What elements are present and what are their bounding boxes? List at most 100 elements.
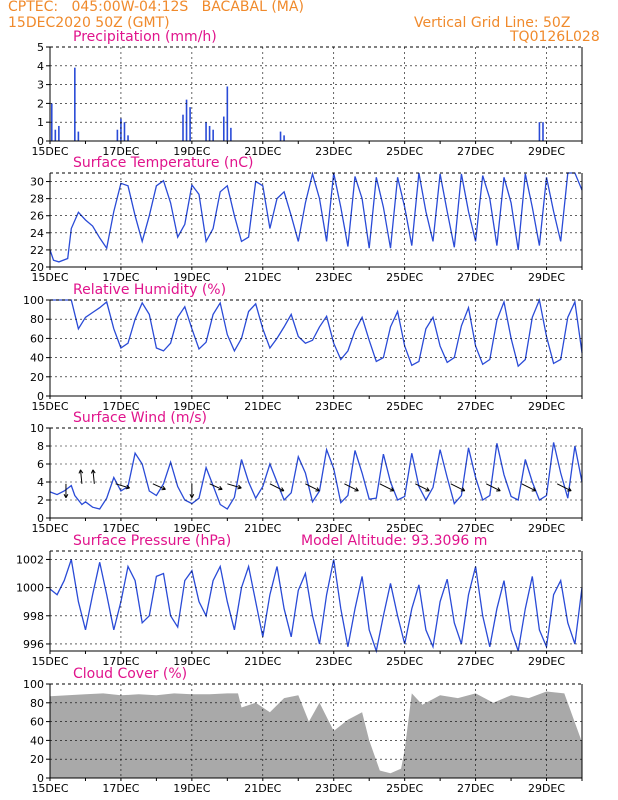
precip-bar — [54, 129, 57, 141]
wind-arrowhead — [496, 487, 501, 492]
y-tick-label: 30 — [30, 176, 44, 189]
wind-arrowhead — [78, 469, 84, 474]
header-run-id: TQ0126L028 — [510, 29, 600, 45]
y-tick-label: 0 — [37, 390, 44, 403]
precip-bar — [538, 122, 541, 141]
y-tick-label: 100 — [23, 678, 44, 691]
precip-bar — [182, 114, 184, 141]
x-tick-label: 25DEC — [386, 271, 423, 284]
wind-arrowhead — [161, 485, 166, 491]
wind-arrowhead — [218, 485, 223, 491]
x-tick-label: 15DEC — [31, 400, 68, 413]
x-tick-label: 25DEC — [386, 145, 423, 158]
x-tick-label: 17DEC — [102, 522, 139, 535]
header-location: CPTEC: 045:00W-04:12S BACABAL (MA) — [8, 0, 304, 15]
precip-bar — [74, 67, 76, 141]
x-tick-label: 23DEC — [315, 522, 352, 535]
wind-arrowhead — [425, 487, 430, 492]
x-tick-label: 29DEC — [528, 145, 565, 158]
model-altitude-label: Model Altitude: 93.3096 m — [301, 533, 487, 549]
wind-arrowhead — [63, 494, 69, 499]
x-tick-label: 19DEC — [173, 782, 210, 795]
panel-title: Surface Pressure (hPa) — [73, 533, 231, 549]
y-tick-label: 5 — [37, 41, 44, 54]
y-tick-label: 80 — [30, 697, 44, 710]
x-tick-label: 21DEC — [244, 145, 281, 158]
y-tick-label: 20 — [30, 371, 44, 384]
x-tick-label: 29DEC — [528, 522, 565, 535]
y-tick-label: 1000 — [16, 582, 44, 595]
wind-arrowhead — [354, 487, 359, 492]
x-tick-label: 17DEC — [102, 782, 139, 795]
precip-bar — [185, 99, 188, 141]
precip-bar — [205, 122, 207, 141]
precip-bar — [226, 86, 229, 141]
x-tick-label: 17DEC — [102, 400, 139, 413]
y-tick-label: 60 — [30, 332, 44, 345]
y-tick-label: 0 — [37, 772, 44, 785]
x-tick-label: 25DEC — [386, 782, 423, 795]
y-tick-label: 80 — [30, 313, 44, 326]
x-tick-label: 27DEC — [457, 522, 494, 535]
y-tick-label: 2 — [37, 494, 44, 507]
x-tick-label: 23DEC — [315, 400, 352, 413]
y-tick-label: 22 — [30, 244, 44, 257]
cloud-cover-area — [50, 691, 582, 778]
x-tick-label: 21DEC — [244, 782, 281, 795]
y-tick-label: 8 — [37, 440, 44, 453]
panel-title: Surface Wind (m/s) — [73, 410, 207, 426]
x-tick-label: 19DEC — [173, 655, 210, 668]
wind-arrowhead — [279, 487, 285, 492]
x-tick-label: 15DEC — [31, 655, 68, 668]
x-tick-label: 19DEC — [173, 400, 210, 413]
series-line — [49, 442, 583, 510]
x-tick-label: 15DEC — [31, 782, 68, 795]
panel-title: Precipitation (mm/h) — [73, 29, 217, 45]
panel-0: Precipitation (mm/h) 0 1 2 3 4 5 15DEC 17DEC 19DE… — [31, 29, 583, 158]
y-tick-label: 100 — [23, 294, 44, 307]
wind-arrowhead — [125, 484, 130, 490]
x-tick-label: 27DEC — [457, 271, 494, 284]
wind-arrowhead — [460, 487, 466, 492]
y-tick-label: 0 — [37, 135, 44, 148]
wind-vector — [450, 483, 465, 492]
panel-3: Surface Wind (m/s) 0 2 4 6 8 10 15DEC 17DEC 19DEC… — [30, 410, 583, 535]
precip-bar — [58, 125, 60, 141]
precip-bar — [123, 122, 126, 141]
wind-arrowhead — [389, 487, 395, 492]
y-tick-label: 60 — [30, 716, 44, 729]
panel-2: Relative Humidity (%) 0 20 40 60 80 100 15DEC 17… — [23, 282, 583, 413]
x-tick-label: 17DEC — [102, 145, 139, 158]
y-tick-label: 3 — [37, 79, 44, 92]
precip-bar — [120, 118, 122, 141]
y-tick-label: 4 — [37, 60, 44, 73]
wind-arrowhead — [315, 487, 320, 492]
x-tick-label: 29DEC — [528, 655, 565, 668]
wind-arrowhead — [189, 494, 195, 499]
x-tick-label: 25DEC — [386, 400, 423, 413]
wind-vector — [209, 483, 223, 490]
x-tick-label: 19DEC — [173, 271, 210, 284]
y-tick-label: 4 — [37, 476, 44, 489]
precip-bar — [279, 131, 282, 141]
y-tick-label: 0 — [37, 512, 44, 525]
x-tick-label: 29DEC — [528, 782, 565, 795]
x-tick-label: 19DEC — [173, 145, 210, 158]
series-line — [50, 297, 583, 368]
wind-vector — [379, 483, 395, 492]
wind-vector — [80, 469, 83, 484]
wind-vector — [556, 483, 572, 492]
panel-1: Surface Temperature (nC) 20 22 24 26 28 30 15DE… — [30, 155, 583, 284]
precip-bar — [212, 129, 214, 141]
y-tick-label: 996 — [23, 638, 44, 651]
x-tick-label: 23DEC — [315, 271, 352, 284]
x-tick-label: 25DEC — [386, 655, 423, 668]
y-tick-label: 40 — [30, 352, 44, 365]
precip-bar — [208, 125, 211, 141]
wind-arrowhead — [531, 487, 537, 492]
y-tick-label: 20 — [30, 261, 44, 274]
x-tick-label: 15DEC — [31, 145, 68, 158]
series-line — [49, 171, 583, 263]
header-grid-label: Vertical Grid Line: 50Z — [414, 15, 571, 31]
